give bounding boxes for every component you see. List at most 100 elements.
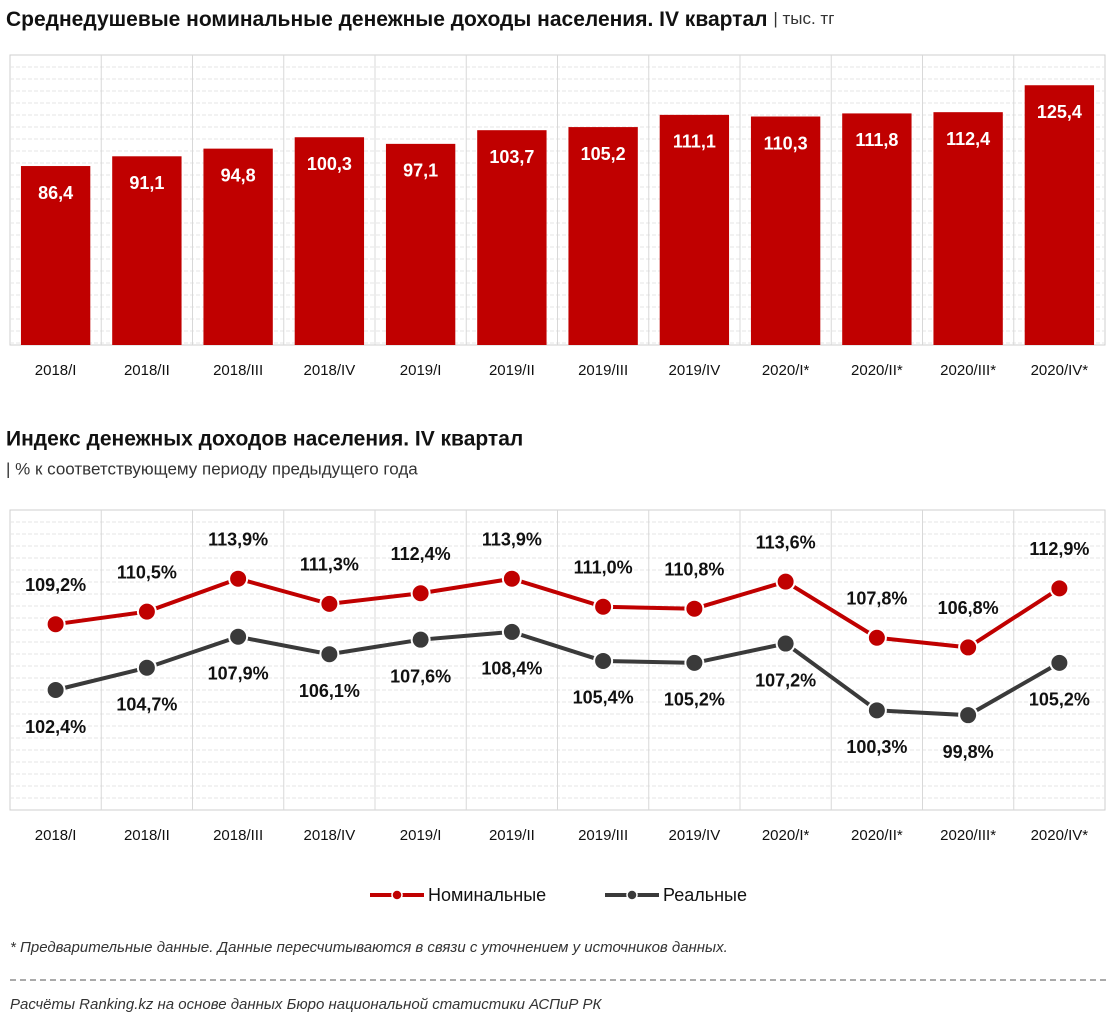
- point: [136, 601, 157, 622]
- x-tick-label: 2019/II: [489, 827, 535, 844]
- x-tick-label: 2019/II: [489, 362, 535, 379]
- point: [45, 680, 66, 700]
- x-tick-label: 2019/I: [400, 362, 442, 379]
- data-label: 107,8%: [846, 588, 907, 608]
- data-label: 99,8%: [943, 742, 994, 762]
- x-tick-label: 2018/IV: [304, 827, 356, 844]
- bar: [1024, 85, 1095, 345]
- x-tick-label: 2020/IV*: [1031, 362, 1089, 379]
- data-label: 113,9%: [208, 529, 268, 549]
- x-tick-label: 2019/IV: [669, 827, 721, 844]
- bar: [750, 116, 821, 346]
- x-tick-label: 2020/III*: [940, 827, 996, 844]
- footnote: * Предварительные данные. Данные пересчи…: [10, 939, 728, 956]
- x-tick-label: 2019/I: [400, 827, 442, 844]
- x-tick-label: 2018/III: [213, 362, 263, 379]
- data-label: 110,3: [764, 133, 808, 153]
- point: [775, 633, 796, 654]
- point: [958, 705, 979, 726]
- bar: [568, 127, 638, 345]
- data-label: 106,8%: [938, 598, 999, 618]
- data-label: 105,2%: [664, 690, 725, 710]
- point: [319, 593, 340, 614]
- point: [775, 571, 796, 592]
- chart-title: Индекс денежных доходов населения. IV кв…: [6, 428, 523, 451]
- data-label: 105,2: [581, 144, 626, 164]
- point: [593, 596, 614, 617]
- data-label: 105,2%: [1029, 690, 1090, 710]
- data-label: 107,2%: [755, 670, 816, 690]
- chart-title: Среднедушевые номинальные денежные доход…: [6, 8, 834, 31]
- x-tick-label: 2020/III*: [940, 362, 996, 379]
- data-label: 110,8%: [664, 559, 724, 579]
- data-label: 113,9%: [482, 529, 542, 549]
- data-label: 125,4: [1037, 102, 1082, 122]
- data-label: 111,3%: [300, 555, 359, 575]
- point: [228, 626, 249, 647]
- x-tick-label: 2019/III: [578, 827, 628, 844]
- bar: [933, 112, 1003, 346]
- point: [958, 637, 979, 658]
- data-label: 111,0%: [574, 558, 633, 578]
- data-label: 100,3: [307, 154, 352, 174]
- data-label: 100,3%: [846, 737, 907, 757]
- x-tick-label: 2019/III: [578, 362, 628, 379]
- data-label: 112,4: [946, 129, 990, 149]
- data-label: 107,6%: [390, 666, 451, 686]
- x-tick-label: 2019/IV: [669, 362, 721, 379]
- data-label: 111,8: [855, 130, 898, 150]
- point: [319, 644, 340, 665]
- data-label: 110,5%: [117, 562, 177, 582]
- x-tick-label: 2018/I: [35, 362, 77, 379]
- point: [501, 568, 522, 589]
- data-label: 97,1: [403, 161, 438, 181]
- subtitle: | % к соответствующему периоду предыдуще…: [6, 459, 418, 478]
- bar: [20, 166, 91, 345]
- x-tick-label: 2020/I*: [762, 827, 810, 844]
- data-label: 105,4%: [573, 688, 634, 708]
- bar: [385, 143, 456, 345]
- point: [228, 568, 249, 589]
- data-label: 107,9%: [208, 664, 269, 684]
- point: [501, 621, 522, 642]
- point: [866, 700, 887, 721]
- legend-marker: [391, 889, 403, 901]
- legend-label: Номинальные: [428, 885, 546, 905]
- data-label: 103,7: [489, 147, 534, 167]
- bar: [842, 113, 912, 346]
- x-tick-label: 2018/I: [35, 827, 77, 844]
- legend-label: Реальные: [663, 885, 747, 905]
- data-label: 108,4%: [481, 659, 542, 679]
- x-tick-label: 2018/II: [124, 827, 170, 844]
- point: [866, 627, 887, 648]
- point: [136, 657, 157, 678]
- data-label: 111,1: [673, 132, 716, 152]
- bar: [294, 137, 365, 345]
- point: [684, 652, 705, 673]
- legend-marker: [626, 889, 638, 901]
- title: Среднедушевые номинальные денежные доход…: [6, 8, 768, 31]
- line: [55, 629, 1061, 718]
- x-tick-label: 2018/III: [213, 827, 263, 844]
- data-label: 112,4%: [391, 544, 451, 564]
- point: [410, 583, 431, 604]
- x-tick-label: 2020/II*: [851, 827, 903, 844]
- data-label: 104,7%: [116, 694, 177, 714]
- data-label: 113,6%: [756, 532, 816, 552]
- data-label: 94,8: [221, 165, 256, 185]
- point: [410, 629, 431, 650]
- data-label: 112,9%: [1029, 539, 1089, 559]
- data-label: 86,4: [38, 183, 73, 203]
- bar: [659, 114, 730, 345]
- x-tick-label: 2020/IV*: [1031, 827, 1089, 844]
- source: Расчёты Ranking.kz на основе данных Бюро…: [10, 996, 603, 1013]
- point: [45, 614, 66, 635]
- bar: [112, 156, 182, 345]
- data-label: 106,1%: [299, 681, 360, 701]
- data-label: 102,4%: [25, 717, 86, 737]
- point: [593, 650, 614, 671]
- x-tick-label: 2018/II: [124, 362, 170, 379]
- point: [684, 598, 705, 619]
- line: [55, 576, 1061, 650]
- data-label: 91,1: [129, 173, 164, 193]
